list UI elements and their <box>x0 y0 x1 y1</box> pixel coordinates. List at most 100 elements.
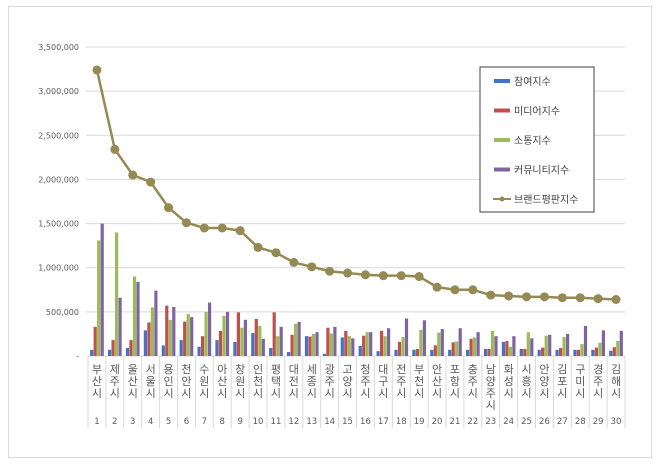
bar <box>326 327 330 356</box>
category-label: 충 <box>468 363 478 376</box>
category-label: 대 <box>289 363 299 376</box>
bar <box>487 348 491 356</box>
bar <box>451 342 455 356</box>
rank-label: 9 <box>237 417 242 427</box>
category-label: 구 <box>575 363 585 376</box>
category-label: 산 <box>432 375 442 388</box>
bar <box>609 350 613 356</box>
bar <box>616 340 620 356</box>
line-marker <box>396 271 406 281</box>
bar <box>168 319 172 356</box>
bar <box>165 305 169 356</box>
category-label: 천 <box>253 374 263 388</box>
bar <box>118 297 122 356</box>
y-tick-label: 2,000,000 <box>38 175 79 184</box>
bar <box>294 323 298 356</box>
category-label: 시 <box>360 387 370 400</box>
bar <box>473 337 477 356</box>
rank-label: 15 <box>342 417 353 427</box>
bar <box>380 330 384 356</box>
category-label: 제 <box>110 363 120 376</box>
category-label: 시 <box>217 387 227 400</box>
bar <box>562 337 566 356</box>
line-marker <box>181 218 191 228</box>
rank-label: 25 <box>521 417 532 427</box>
category-label: 시 <box>181 387 191 400</box>
category-label: 부 <box>92 363 102 376</box>
category-label: 전 <box>289 375 299 388</box>
category-label: 안 <box>539 363 549 376</box>
line-marker <box>199 223 209 233</box>
category-label: 용 <box>163 363 173 376</box>
legend-label: 미디어지수 <box>514 106 560 118</box>
bar <box>90 349 94 356</box>
line-marker <box>593 294 603 304</box>
line-marker <box>128 170 138 180</box>
bar <box>279 326 283 356</box>
category-label: 주 <box>468 375 478 388</box>
rank-label: 10 <box>253 417 264 427</box>
category-label: 시 <box>271 387 281 400</box>
bar <box>258 325 262 356</box>
bar <box>201 336 205 356</box>
bar <box>566 333 570 356</box>
line-marker <box>146 177 156 187</box>
bar <box>333 326 337 356</box>
bar <box>619 330 623 356</box>
bar <box>297 322 301 356</box>
bar <box>469 338 473 356</box>
bar <box>494 336 498 356</box>
bar <box>272 312 276 356</box>
category-label: 시 <box>110 387 120 400</box>
bar <box>466 349 470 356</box>
bar <box>508 346 512 356</box>
legend-swatch <box>494 138 510 142</box>
bar <box>483 348 488 356</box>
legend-swatch <box>494 167 510 172</box>
bar <box>136 281 140 356</box>
legend-swatch <box>494 79 510 83</box>
category-label: 종 <box>307 375 317 388</box>
category-label: 화 <box>504 363 514 376</box>
line-marker <box>432 282 442 292</box>
rank-label: 5 <box>166 417 171 427</box>
bar <box>505 340 509 356</box>
category-label: 항 <box>450 375 460 388</box>
rank-label: 12 <box>288 417 299 427</box>
category-label: 시 <box>235 387 245 400</box>
category-label: 시 <box>450 387 460 400</box>
category-label: 시 <box>307 387 317 400</box>
bar <box>580 344 584 356</box>
bar <box>290 334 294 356</box>
bar <box>329 333 333 356</box>
bar <box>222 315 226 356</box>
rank-label: 11 <box>271 417 282 427</box>
bar <box>225 311 230 356</box>
category-label: 세 <box>307 363 317 376</box>
line-marker <box>325 266 335 276</box>
category-label: 시 <box>325 387 335 400</box>
line-marker <box>110 144 120 154</box>
category-label: 부 <box>414 363 424 376</box>
bar <box>394 349 398 356</box>
category-label: 시 <box>575 387 585 400</box>
line-marker <box>611 294 621 304</box>
x-axis: 부산시1제주시2울산시3서울시4용인시5천안시6수원시7아산시8창원시9인천시1… <box>87 355 626 428</box>
bar <box>430 349 434 356</box>
rank-label: 13 <box>306 417 317 427</box>
bar <box>261 338 265 356</box>
category-label: 주 <box>360 375 370 388</box>
category-label: 주 <box>593 375 603 388</box>
category-label: 미 <box>575 375 585 388</box>
rank-label: 6 <box>184 417 189 427</box>
rank-label: 28 <box>575 417 586 427</box>
line-marker <box>92 65 102 75</box>
bar <box>455 341 459 356</box>
category-label: 광 <box>325 363 335 376</box>
bar <box>132 276 137 356</box>
bar <box>448 349 452 356</box>
line-marker <box>450 285 460 295</box>
rank-label: 16 <box>360 417 371 427</box>
category-label: 시 <box>414 387 424 400</box>
